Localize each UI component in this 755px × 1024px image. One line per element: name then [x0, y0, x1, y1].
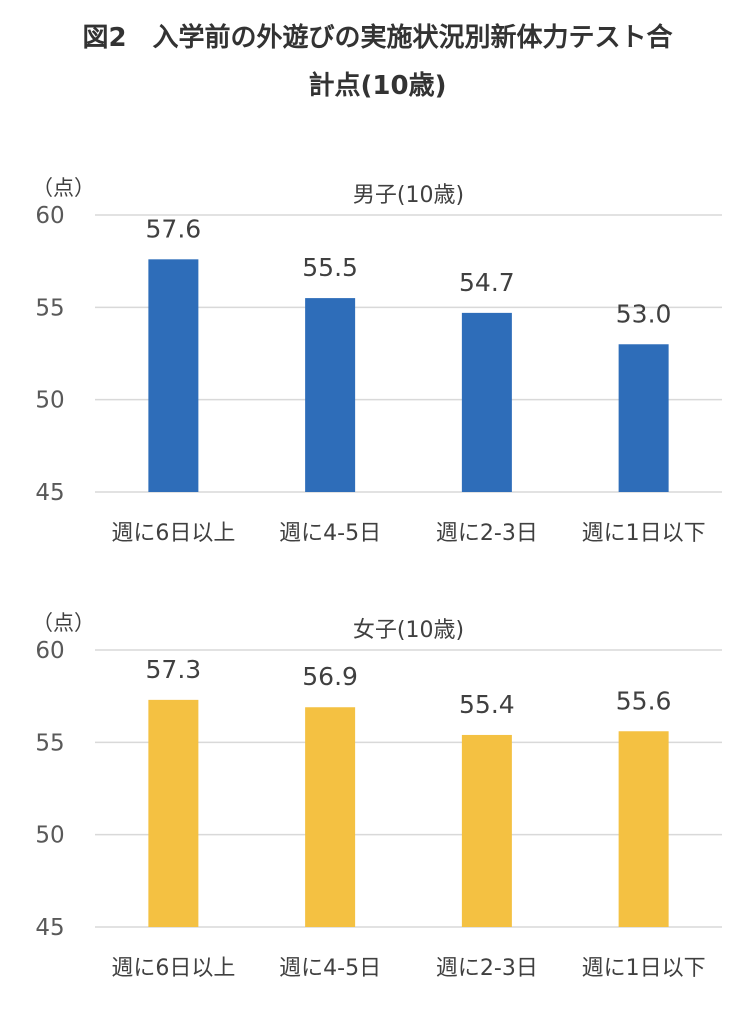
chart-title: 男子(10歳) [353, 183, 464, 208]
bar [148, 699, 199, 927]
data-label: 55.4 [459, 690, 515, 719]
bar [148, 259, 199, 492]
x-tick-label: 週に1日以下 [582, 521, 706, 546]
bar [305, 298, 356, 492]
data-label: 56.9 [302, 662, 358, 691]
data-label: 55.6 [616, 686, 672, 715]
x-tick-label: 週に1日以下 [582, 956, 706, 981]
data-label: 57.3 [146, 655, 202, 684]
y-tick-label: 50 [35, 388, 64, 414]
x-tick-label: 週に2-3日 [436, 521, 538, 546]
x-tick-label: 週に4-5日 [279, 956, 381, 981]
data-label: 55.5 [302, 253, 358, 282]
data-label: 54.7 [459, 268, 515, 297]
boys-bar-chart: 45 50 55 60 （点） 男子(10歳) 57.6 週に6日以上 55.5 週に4-5日 54… [32, 176, 722, 546]
bar [461, 734, 512, 927]
y-tick-label: 45 [35, 480, 64, 506]
y-tick-label: 50 [35, 823, 64, 849]
bar [618, 344, 669, 492]
bar [305, 707, 356, 927]
bar [461, 312, 512, 492]
x-tick-label: 週に4-5日 [279, 521, 381, 546]
y-tick-label: 55 [35, 730, 64, 756]
y-tick-label: 55 [35, 295, 64, 321]
chart-title: 女子(10歳) [353, 618, 464, 643]
data-label: 53.0 [616, 299, 672, 328]
y-axis-unit: （点） [32, 176, 95, 200]
figure-title-line-1: 図2 入学前の外遊びの実施状況別新体力テスト合 [82, 23, 673, 53]
bar [618, 731, 669, 927]
x-tick-label: 週に6日以上 [111, 521, 235, 546]
data-label: 57.6 [146, 214, 202, 243]
x-tick-label: 週に2-3日 [436, 956, 538, 981]
figure-title: 図2 入学前の外遊びの実施状況別新体力テスト合 計点(10歳) [0, 14, 755, 110]
x-tick-label: 週に6日以上 [111, 956, 235, 981]
y-axis-unit: （点） [32, 611, 95, 635]
y-tick-label: 60 [35, 203, 64, 229]
figure-title-line-2: 計点(10歳) [308, 71, 447, 101]
girls-bar-chart: 45 50 55 60 （点） 女子(10歳) 57.3 週に6日以上 56.9 週に4-5日 55… [32, 611, 722, 981]
y-tick-label: 45 [35, 915, 64, 941]
y-tick-label: 60 [35, 638, 64, 664]
